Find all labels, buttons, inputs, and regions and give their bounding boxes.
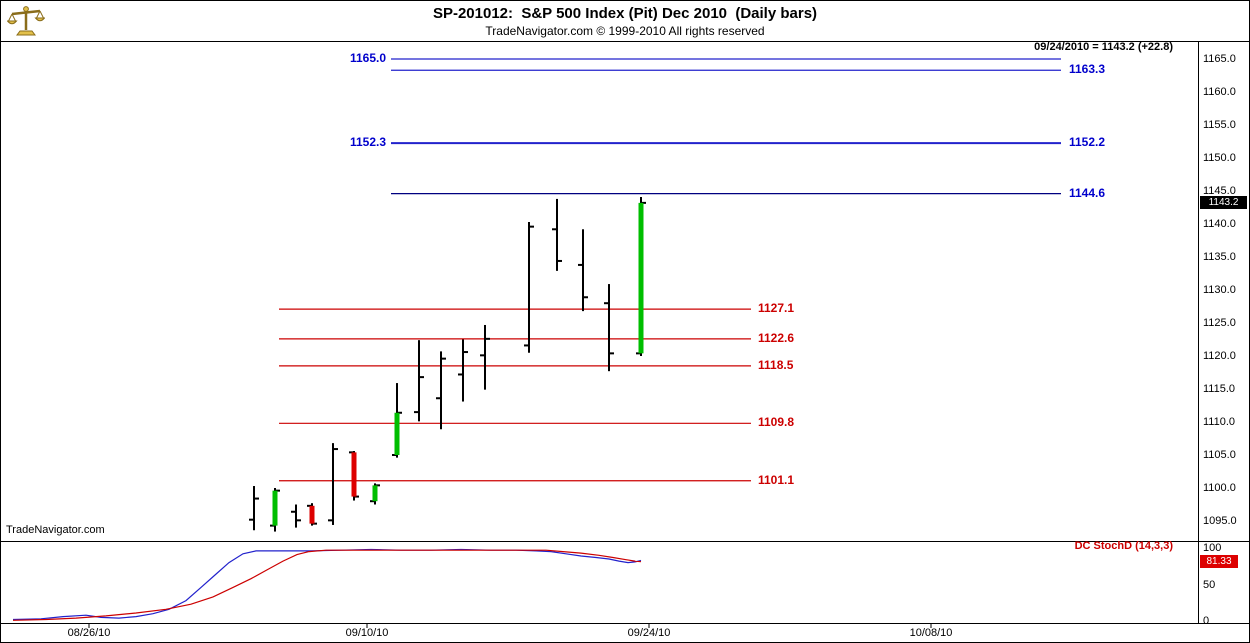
price-bar (458, 339, 468, 402)
price-bar (552, 198, 562, 271)
support-label: 1127.1 (758, 301, 795, 316)
price-bar (291, 504, 301, 528)
date-axis-label: 09/10/10 (345, 627, 389, 639)
price-bar (349, 451, 359, 501)
indicator-label: DC StochD (14,3,3) (1074, 540, 1173, 552)
price-axis-tick: 1135.0 (1203, 251, 1236, 263)
support-label: 1118.5 (758, 357, 794, 372)
price-bar (524, 222, 534, 353)
resistance-label-right: 1163.3 (1069, 62, 1106, 77)
stoch-axis-tick: 50 (1203, 578, 1216, 591)
price-axis-tick: 1120.0 (1203, 350, 1236, 362)
price-axis-tick: 1125.0 (1203, 317, 1236, 329)
price-bar (636, 196, 646, 356)
last-price-badge: 1143.2 (1200, 196, 1247, 209)
tradenavigator-scales-icon (6, 5, 46, 37)
panel-separator-line (1, 541, 1249, 542)
price-axis-tick: 1115.0 (1203, 383, 1236, 395)
price-axis-tick: 1140.0 (1203, 218, 1236, 230)
last-quote-readout: 09/24/2010 = 1143.2 (+22.8) (1034, 41, 1173, 53)
stoch-fast-line (12, 548, 642, 621)
price-bar (270, 488, 280, 532)
price-bar (307, 503, 317, 526)
stoch-axis-tick: 0 (1203, 615, 1210, 627)
price-axis-tick: 1160.0 (1203, 86, 1236, 98)
price-axis-border (1198, 41, 1199, 623)
price-bar (604, 284, 614, 372)
resistance-label-left: 1165.0 (349, 51, 386, 65)
price-axis-tick: 1130.0 (1203, 284, 1236, 296)
price-axis-tick: 1100.0 (1203, 482, 1236, 494)
date-axis-label: 09/24/10 (627, 627, 671, 639)
support-label: 1122.6 (758, 330, 795, 345)
price-bar (436, 351, 446, 430)
price-bar (392, 383, 402, 458)
price-axis-tick: 1105.0 (1203, 449, 1236, 461)
chart-header: SP-201012: S&P 500 Index (Pit) Dec 2010 … (1, 1, 1249, 38)
stoch-value-badge: 81.33 (1200, 555, 1238, 568)
resistance-label-right: 1152.2 (1069, 135, 1106, 150)
watermark: TradeNavigator.com (6, 524, 105, 536)
support-label: 1101.1 (758, 472, 795, 487)
header-separator-line (1, 41, 1249, 42)
support-label: 1109.8 (758, 415, 795, 430)
bar-body-green (638, 202, 644, 354)
resistance-label-right: 1144.6 (1069, 185, 1106, 200)
bar-body-red (309, 505, 315, 524)
price-bar (414, 340, 424, 422)
price-bar (370, 483, 380, 505)
date-axis-label: 10/08/10 (909, 627, 953, 639)
date-axis-label: 08/26/10 (67, 627, 111, 639)
stoch-axis-tick: 100 (1203, 542, 1222, 554)
price-axis-tick: 1155.0 (1203, 119, 1236, 131)
stoch-slow-line (12, 549, 642, 621)
price-bar (578, 229, 588, 312)
copyright-text: TradeNavigator.com © 1999-2010 All right… (485, 24, 765, 38)
bar-body-red (351, 452, 357, 497)
price-axis-tick: 1165.0 (1203, 53, 1236, 65)
price-bar (249, 486, 259, 531)
price-axis-tick: 1095.0 (1203, 515, 1237, 527)
price-axis-tick: 1145.0 (1203, 185, 1236, 197)
bar-body-green (394, 412, 400, 455)
bar-body-green (372, 485, 378, 502)
price-axis-tick: 1150.0 (1203, 152, 1236, 164)
bar-body-green (272, 490, 278, 526)
chart-title: SP-201012: S&P 500 Index (Pit) Dec 2010 … (432, 5, 818, 22)
price-bar (480, 324, 490, 390)
resistance-label-left: 1152.3 (349, 134, 386, 149)
price-axis-tick: 1110.0 (1203, 416, 1236, 428)
price-bar (328, 443, 338, 525)
date-axis-line (1, 623, 1249, 624)
